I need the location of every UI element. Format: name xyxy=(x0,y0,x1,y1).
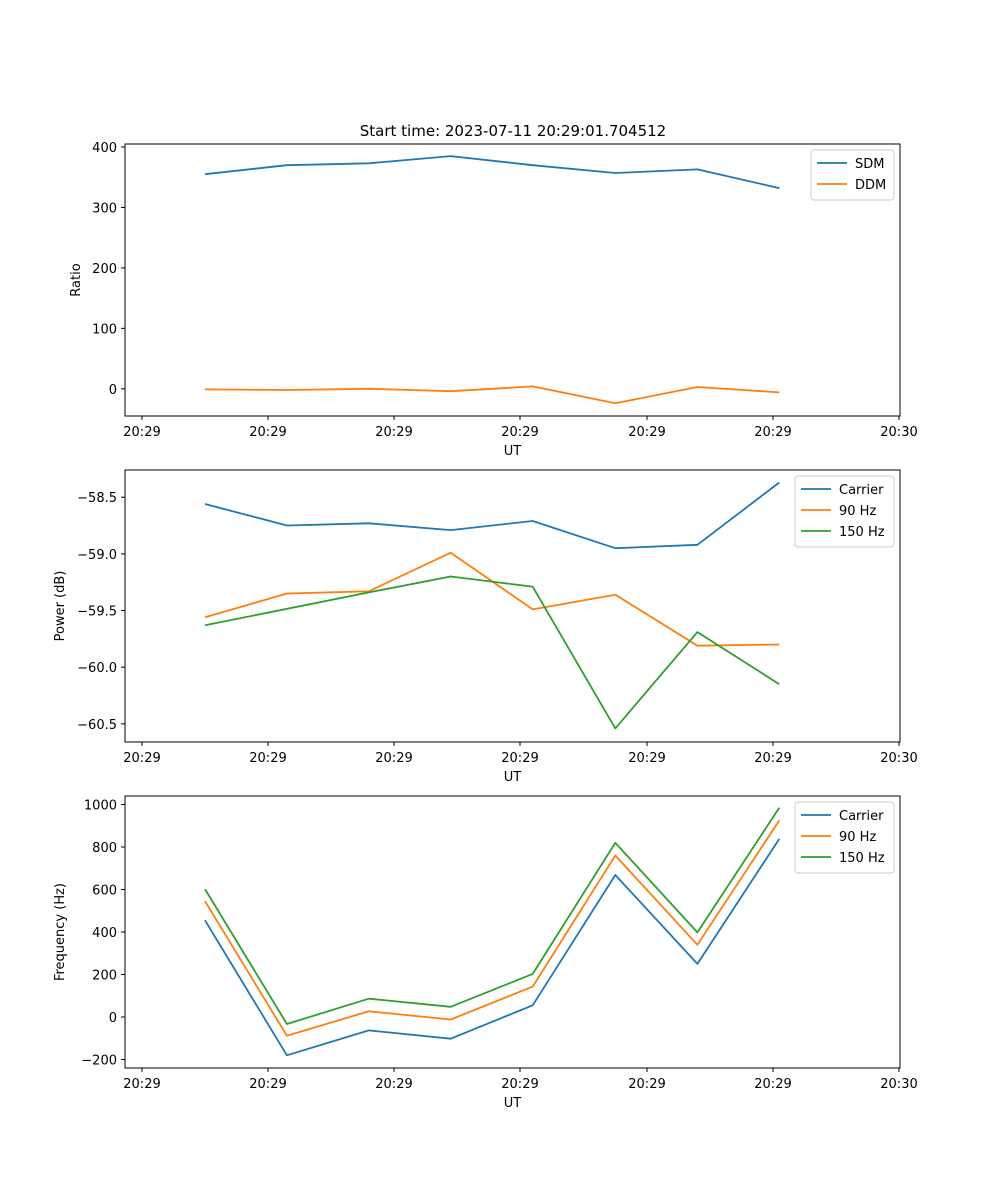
legend-label: 90 Hz xyxy=(839,504,876,519)
y-tick-label: 400 xyxy=(92,926,117,941)
y-tick-label: 300 xyxy=(92,201,117,216)
y-tick-label: −200 xyxy=(81,1054,117,1069)
y-tick-label: 800 xyxy=(92,841,117,856)
x-axis-label: UT xyxy=(504,770,522,785)
legend-label: 150 Hz xyxy=(839,851,885,866)
x-tick-label: 20:30 xyxy=(880,751,917,766)
legend-label: Carrier xyxy=(839,809,884,824)
x-tick-label: 20:29 xyxy=(501,751,538,766)
legend: SDM DDM xyxy=(810,149,895,201)
y-tick-label: −60.5 xyxy=(77,718,117,733)
y-tick-label: 600 xyxy=(92,884,117,899)
chart-3: 20:29 20:29 20:29 20:29 20:29 20:29 20:30 −200 0… xyxy=(53,795,918,1111)
x-tick-label: 20:30 xyxy=(880,1077,917,1092)
legend-box xyxy=(794,801,895,874)
y-tick-label: 0 xyxy=(109,1011,117,1026)
chart-1: 20:29 20:29 20:29 20:29 20:29 20:29 20:30 0 100 2… xyxy=(69,141,918,459)
legend-box xyxy=(794,475,895,548)
series-line-150-hz xyxy=(204,807,781,1025)
x-tick-label: 20:29 xyxy=(754,425,791,440)
x-axis-label: UT xyxy=(504,1096,522,1111)
y-tick-label: 100 xyxy=(92,322,117,337)
x-tick-label: 20:29 xyxy=(501,425,538,440)
y-tick-label: 1000 xyxy=(84,799,117,814)
x-tick-label: 20:29 xyxy=(628,751,665,766)
x-tick-label: 20:29 xyxy=(249,425,286,440)
x-tick-label: 20:29 xyxy=(754,1077,791,1092)
plot-frame xyxy=(124,143,901,417)
series-line-90-hz xyxy=(204,819,781,1037)
y-tick-label: 400 xyxy=(92,141,117,156)
x-tick-label: 20:29 xyxy=(123,1077,160,1092)
series-line-ddm xyxy=(204,385,780,405)
charts: 20:29 20:29 20:29 20:29 20:29 20:29 20:30 0 100 2… xyxy=(53,141,918,1111)
figure-title: Start time: 2023-07-11 20:29:01.704512 xyxy=(360,122,666,140)
legend: Carrier 90 Hz 150 Hz xyxy=(794,475,895,548)
series-line-150-hz xyxy=(204,575,780,730)
y-tick-label: 0 xyxy=(109,383,117,398)
legend-label: SDM xyxy=(855,157,884,172)
x-tick-label: 20:29 xyxy=(123,425,160,440)
legend-label: 90 Hz xyxy=(839,830,876,845)
series-line-carrier xyxy=(204,838,781,1057)
x-tick-label: 20:30 xyxy=(880,425,917,440)
y-tick-label: −58.5 xyxy=(77,491,117,506)
chart-2: 20:29 20:29 20:29 20:29 20:29 20:29 20:30 −60.5… xyxy=(53,469,918,785)
legend: Carrier 90 Hz 150 Hz xyxy=(794,801,895,874)
x-axis-label: UT xyxy=(504,444,522,459)
series-line-sdm xyxy=(204,155,780,189)
x-tick-label: 20:29 xyxy=(249,1077,286,1092)
x-tick-label: 20:29 xyxy=(501,1077,538,1092)
y-axis-label: Power (dB) xyxy=(53,571,68,642)
y-tick-label: −59.5 xyxy=(77,605,117,620)
y-tick-label: −59.0 xyxy=(77,548,117,563)
y-tick-label: 200 xyxy=(92,969,117,984)
x-tick-label: 20:29 xyxy=(375,751,412,766)
y-axis-label: Ratio xyxy=(69,263,84,296)
y-axis-label: Frequency (Hz) xyxy=(53,883,68,981)
x-tick-label: 20:29 xyxy=(628,425,665,440)
x-tick-label: 20:29 xyxy=(375,1077,412,1092)
series-line-carrier xyxy=(204,481,780,550)
legend-label: Carrier xyxy=(839,483,884,498)
y-tick-label: 200 xyxy=(92,262,117,277)
legend-label: 150 Hz xyxy=(839,525,885,540)
x-tick-label: 20:29 xyxy=(249,751,286,766)
legend-label: DDM xyxy=(855,178,886,193)
plot-frame xyxy=(124,469,901,743)
x-tick-label: 20:29 xyxy=(123,751,160,766)
x-tick-label: 20:29 xyxy=(754,751,791,766)
x-tick-label: 20:29 xyxy=(628,1077,665,1092)
plot-frame xyxy=(124,795,901,1069)
series-line-90-hz xyxy=(204,551,780,647)
y-tick-label: −60.0 xyxy=(77,661,117,676)
x-tick-label: 20:29 xyxy=(375,425,412,440)
